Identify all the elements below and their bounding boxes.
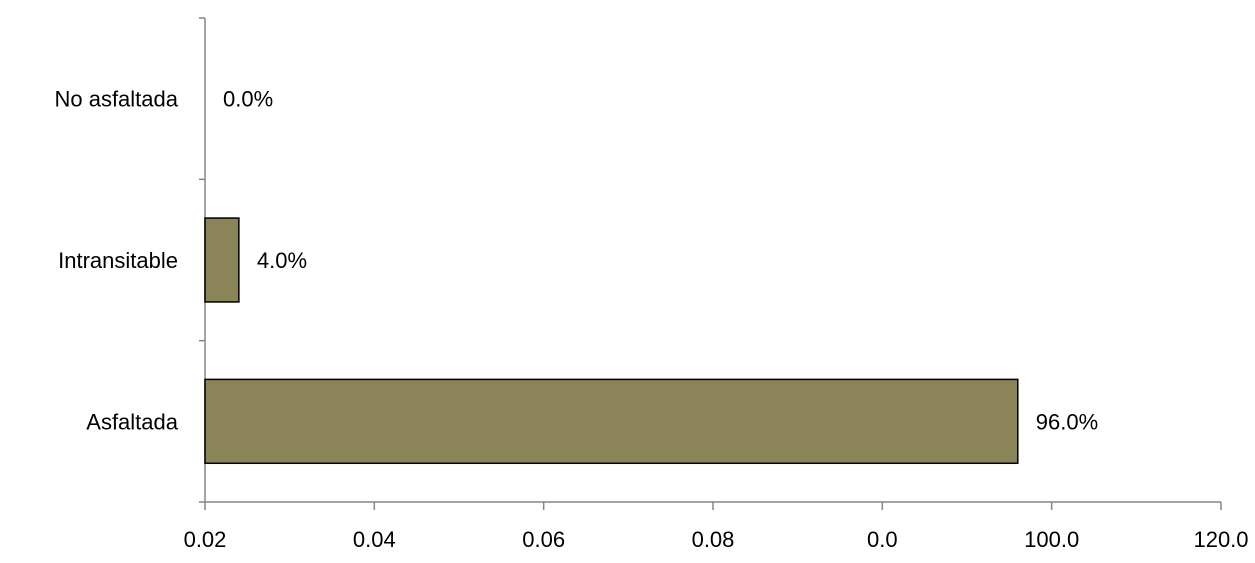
- bar: [205, 379, 1018, 463]
- x-tick-label: 120.0: [1193, 527, 1248, 552]
- x-tick-label: 0.08: [692, 527, 735, 552]
- x-axis: [205, 502, 1221, 510]
- bar: [205, 218, 239, 302]
- category-label: Asfaltada: [86, 409, 178, 434]
- x-tick-label: 0.06: [522, 527, 565, 552]
- x-tick-label: 0.04: [353, 527, 396, 552]
- bars: [205, 218, 1018, 463]
- x-tick-label: 0.02: [184, 527, 227, 552]
- data-label: 4.0%: [257, 248, 307, 273]
- data-label: 0.0%: [223, 87, 273, 112]
- tick-labels: 0.02 0.04 0.06 0.08 0.0 100.0 120.0: [184, 527, 1249, 552]
- x-tick-label: 0.0: [867, 527, 898, 552]
- category-label: No asfaltada: [54, 87, 178, 112]
- data-label: 96.0%: [1036, 409, 1098, 434]
- x-tick-label: 100.0: [1024, 527, 1079, 552]
- category-labels: No asfaltada Intransitable Asfaltada: [54, 87, 178, 435]
- y-axis: [199, 18, 205, 502]
- category-label: Intransitable: [58, 248, 178, 273]
